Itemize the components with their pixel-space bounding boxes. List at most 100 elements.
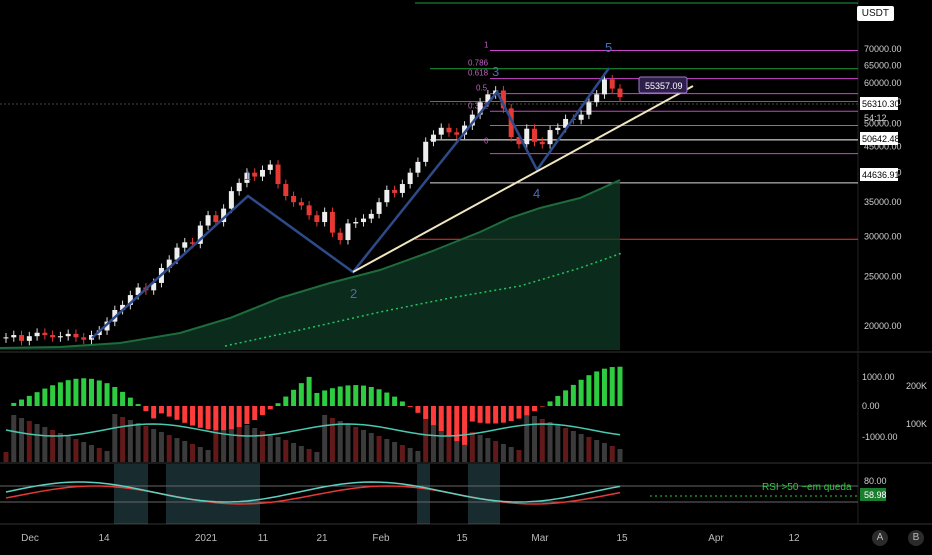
candle-body bbox=[298, 202, 304, 206]
volume-bar bbox=[143, 426, 149, 462]
macd-histogram-bar bbox=[563, 390, 569, 406]
price-tick-label: 60000.00 bbox=[864, 78, 902, 88]
macd-histogram-bar bbox=[368, 386, 374, 406]
candle-body bbox=[34, 332, 40, 337]
macd-histogram-bar bbox=[353, 385, 359, 406]
auto-scale-button[interactable]: A bbox=[872, 530, 888, 546]
volume-bar bbox=[73, 439, 79, 462]
volume-bar bbox=[275, 437, 281, 462]
candle-body bbox=[252, 172, 258, 177]
volume-bar bbox=[446, 423, 452, 462]
volume-bar bbox=[283, 440, 289, 462]
macd-histogram-bar bbox=[532, 406, 538, 412]
x-axis-label: 14 bbox=[98, 533, 110, 544]
macd-histogram-bar bbox=[88, 378, 94, 406]
volume-bar bbox=[415, 451, 421, 462]
bar-scale-button[interactable]: B bbox=[908, 530, 924, 546]
rsi-highlight-band bbox=[114, 464, 148, 524]
macd-histogram-bar bbox=[236, 406, 242, 428]
volume-bar bbox=[493, 441, 499, 462]
x-axis-label: 15 bbox=[456, 533, 468, 544]
volume-bar bbox=[609, 446, 615, 462]
level-box bbox=[860, 168, 898, 181]
volume-bar bbox=[532, 416, 538, 462]
candle-body bbox=[617, 88, 623, 98]
macd-histogram-bar bbox=[50, 385, 56, 406]
candle-body bbox=[314, 215, 320, 223]
current-price-box bbox=[860, 97, 898, 110]
volume-bar bbox=[57, 433, 63, 462]
volume-bar bbox=[337, 421, 343, 462]
volume-bar bbox=[578, 434, 584, 462]
candle-body bbox=[594, 94, 600, 103]
macd-histogram-bar bbox=[81, 378, 87, 406]
macd-histogram-bar bbox=[430, 406, 436, 426]
candle-body bbox=[205, 215, 211, 226]
volume-bar bbox=[236, 422, 242, 462]
macd-histogram-bar bbox=[11, 402, 17, 406]
candle-body bbox=[609, 79, 615, 89]
candle-body bbox=[197, 225, 203, 244]
macd-histogram-bar bbox=[376, 389, 382, 406]
volume-bar bbox=[127, 420, 133, 462]
macd-histogram-bar bbox=[182, 406, 188, 423]
candle-body bbox=[57, 336, 63, 338]
macd-histogram-bar bbox=[361, 385, 367, 406]
candle-body bbox=[322, 211, 328, 223]
candle-body bbox=[337, 232, 343, 241]
macd-histogram-bar bbox=[213, 406, 219, 431]
candle-body bbox=[104, 321, 110, 331]
volume-bar bbox=[135, 423, 141, 462]
candle-body bbox=[539, 141, 545, 145]
macd-histogram-bar bbox=[516, 406, 522, 419]
macd-histogram-bar bbox=[275, 403, 281, 406]
candle-body bbox=[26, 336, 32, 341]
macd-histogram-bar bbox=[508, 406, 514, 422]
volume-bar bbox=[19, 418, 25, 462]
candle-body bbox=[73, 333, 79, 338]
moving-average-dotted-line bbox=[224, 252, 623, 347]
macd-histogram-bar bbox=[570, 384, 576, 406]
macd-histogram-bar bbox=[462, 406, 468, 445]
volume-bar bbox=[166, 435, 172, 462]
candle-body bbox=[392, 189, 398, 193]
candle-body bbox=[244, 172, 250, 183]
rsi-line bbox=[5, 481, 621, 503]
volume-bar bbox=[392, 442, 398, 462]
volume-bar bbox=[539, 419, 545, 462]
countdown-text: 54:12 bbox=[864, 113, 887, 123]
candle-body bbox=[485, 94, 491, 103]
candle-body bbox=[415, 161, 421, 173]
volume-bar bbox=[197, 447, 203, 462]
volume-bar bbox=[368, 433, 374, 462]
price-tick-label: 45000.00 bbox=[864, 142, 902, 152]
macd-histogram-bar bbox=[267, 406, 273, 410]
macd-tick-label: 1000.00 bbox=[862, 372, 895, 382]
macd-histogram-bar bbox=[127, 397, 133, 406]
fib-label: 0.786 bbox=[468, 59, 489, 68]
macd-histogram-bar bbox=[454, 406, 460, 442]
macd-histogram-bar bbox=[337, 386, 343, 406]
level-text: 50642.48 bbox=[862, 134, 900, 144]
currency-badge[interactable]: USDT bbox=[856, 6, 894, 21]
volume-bar bbox=[190, 444, 196, 462]
volume-bar bbox=[500, 444, 506, 462]
volume-bar bbox=[594, 440, 600, 462]
candle-body bbox=[399, 184, 405, 193]
volume-tick-label: 100K bbox=[906, 419, 927, 429]
candle-body bbox=[407, 172, 413, 185]
candle-body bbox=[469, 114, 475, 126]
level-box bbox=[860, 132, 898, 145]
macd-histogram-bar bbox=[291, 389, 297, 406]
macd-histogram-bar bbox=[120, 391, 126, 406]
x-axis-label: 11 bbox=[258, 533, 269, 544]
candle-body bbox=[578, 114, 584, 120]
volume-bar bbox=[524, 413, 530, 462]
volume-bar bbox=[259, 431, 265, 462]
candle-body bbox=[524, 128, 530, 145]
volume-bar bbox=[104, 451, 110, 462]
macd-histogram-bar bbox=[329, 388, 335, 406]
candle-body bbox=[291, 195, 297, 203]
